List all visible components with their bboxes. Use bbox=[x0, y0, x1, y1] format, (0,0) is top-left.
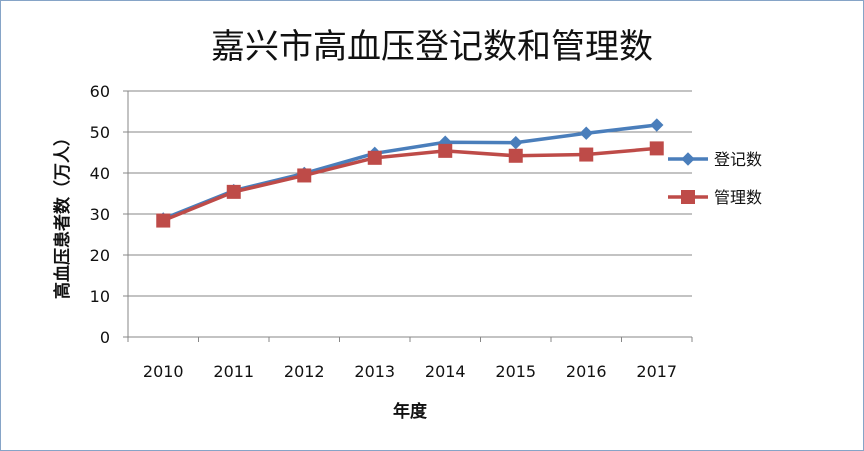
axes bbox=[127, 91, 693, 342]
y-tick-label: 20 bbox=[90, 246, 110, 265]
x-axis-label: 年度 bbox=[393, 401, 428, 422]
y-tick-label: 0 bbox=[100, 328, 110, 347]
data-point bbox=[579, 147, 594, 162]
x-tick-label: 2012 bbox=[284, 362, 325, 381]
chart-title: 嘉兴市高血压登记数和管理数 bbox=[211, 27, 653, 67]
y-tick-label: 10 bbox=[90, 287, 110, 306]
y-axis-label: 高血压患者数（万人） bbox=[52, 129, 73, 299]
data-point bbox=[297, 168, 312, 183]
legend-label: 管理数 bbox=[714, 188, 762, 207]
legend-marker bbox=[681, 152, 695, 166]
data-point bbox=[508, 148, 523, 163]
series-layer bbox=[156, 118, 664, 228]
y-tick-label: 60 bbox=[90, 82, 110, 101]
x-tick-label: 2017 bbox=[636, 362, 677, 381]
x-tick-labels: 2010 2011 2012 2013 2014 2015 2016 2017 bbox=[143, 362, 677, 381]
series-2 bbox=[156, 141, 664, 228]
legend-label: 登记数 bbox=[714, 150, 762, 169]
data-point bbox=[649, 141, 664, 156]
series-line-2 bbox=[162, 146, 657, 223]
x-tick-label: 2014 bbox=[425, 362, 466, 381]
data-point bbox=[226, 184, 241, 199]
x-tick-label: 2013 bbox=[354, 362, 395, 381]
legend-item-2: 管理数 bbox=[668, 188, 762, 207]
x-tick-label: 2016 bbox=[566, 362, 607, 381]
data-point bbox=[579, 126, 593, 140]
data-point bbox=[438, 143, 453, 158]
data-point bbox=[509, 135, 523, 150]
data-point bbox=[367, 150, 382, 165]
x-tick-label: 2011 bbox=[213, 362, 254, 381]
y-tick-label: 40 bbox=[90, 164, 110, 183]
legend-item-1: 登记数 bbox=[668, 150, 762, 169]
y-tick-labels: 0 10 20 30 40 50 60 bbox=[90, 82, 110, 347]
legend-marker bbox=[681, 190, 695, 204]
x-tick-label: 2015 bbox=[495, 362, 536, 381]
y-tick-label: 50 bbox=[90, 123, 110, 142]
y-tick-label: 30 bbox=[90, 205, 110, 224]
series-1 bbox=[156, 118, 664, 226]
series-line-1 bbox=[162, 123, 657, 221]
data-point bbox=[156, 213, 171, 228]
gridlines bbox=[123, 90, 692, 338]
data-point bbox=[650, 118, 664, 132]
x-tick-label: 2010 bbox=[143, 362, 184, 381]
